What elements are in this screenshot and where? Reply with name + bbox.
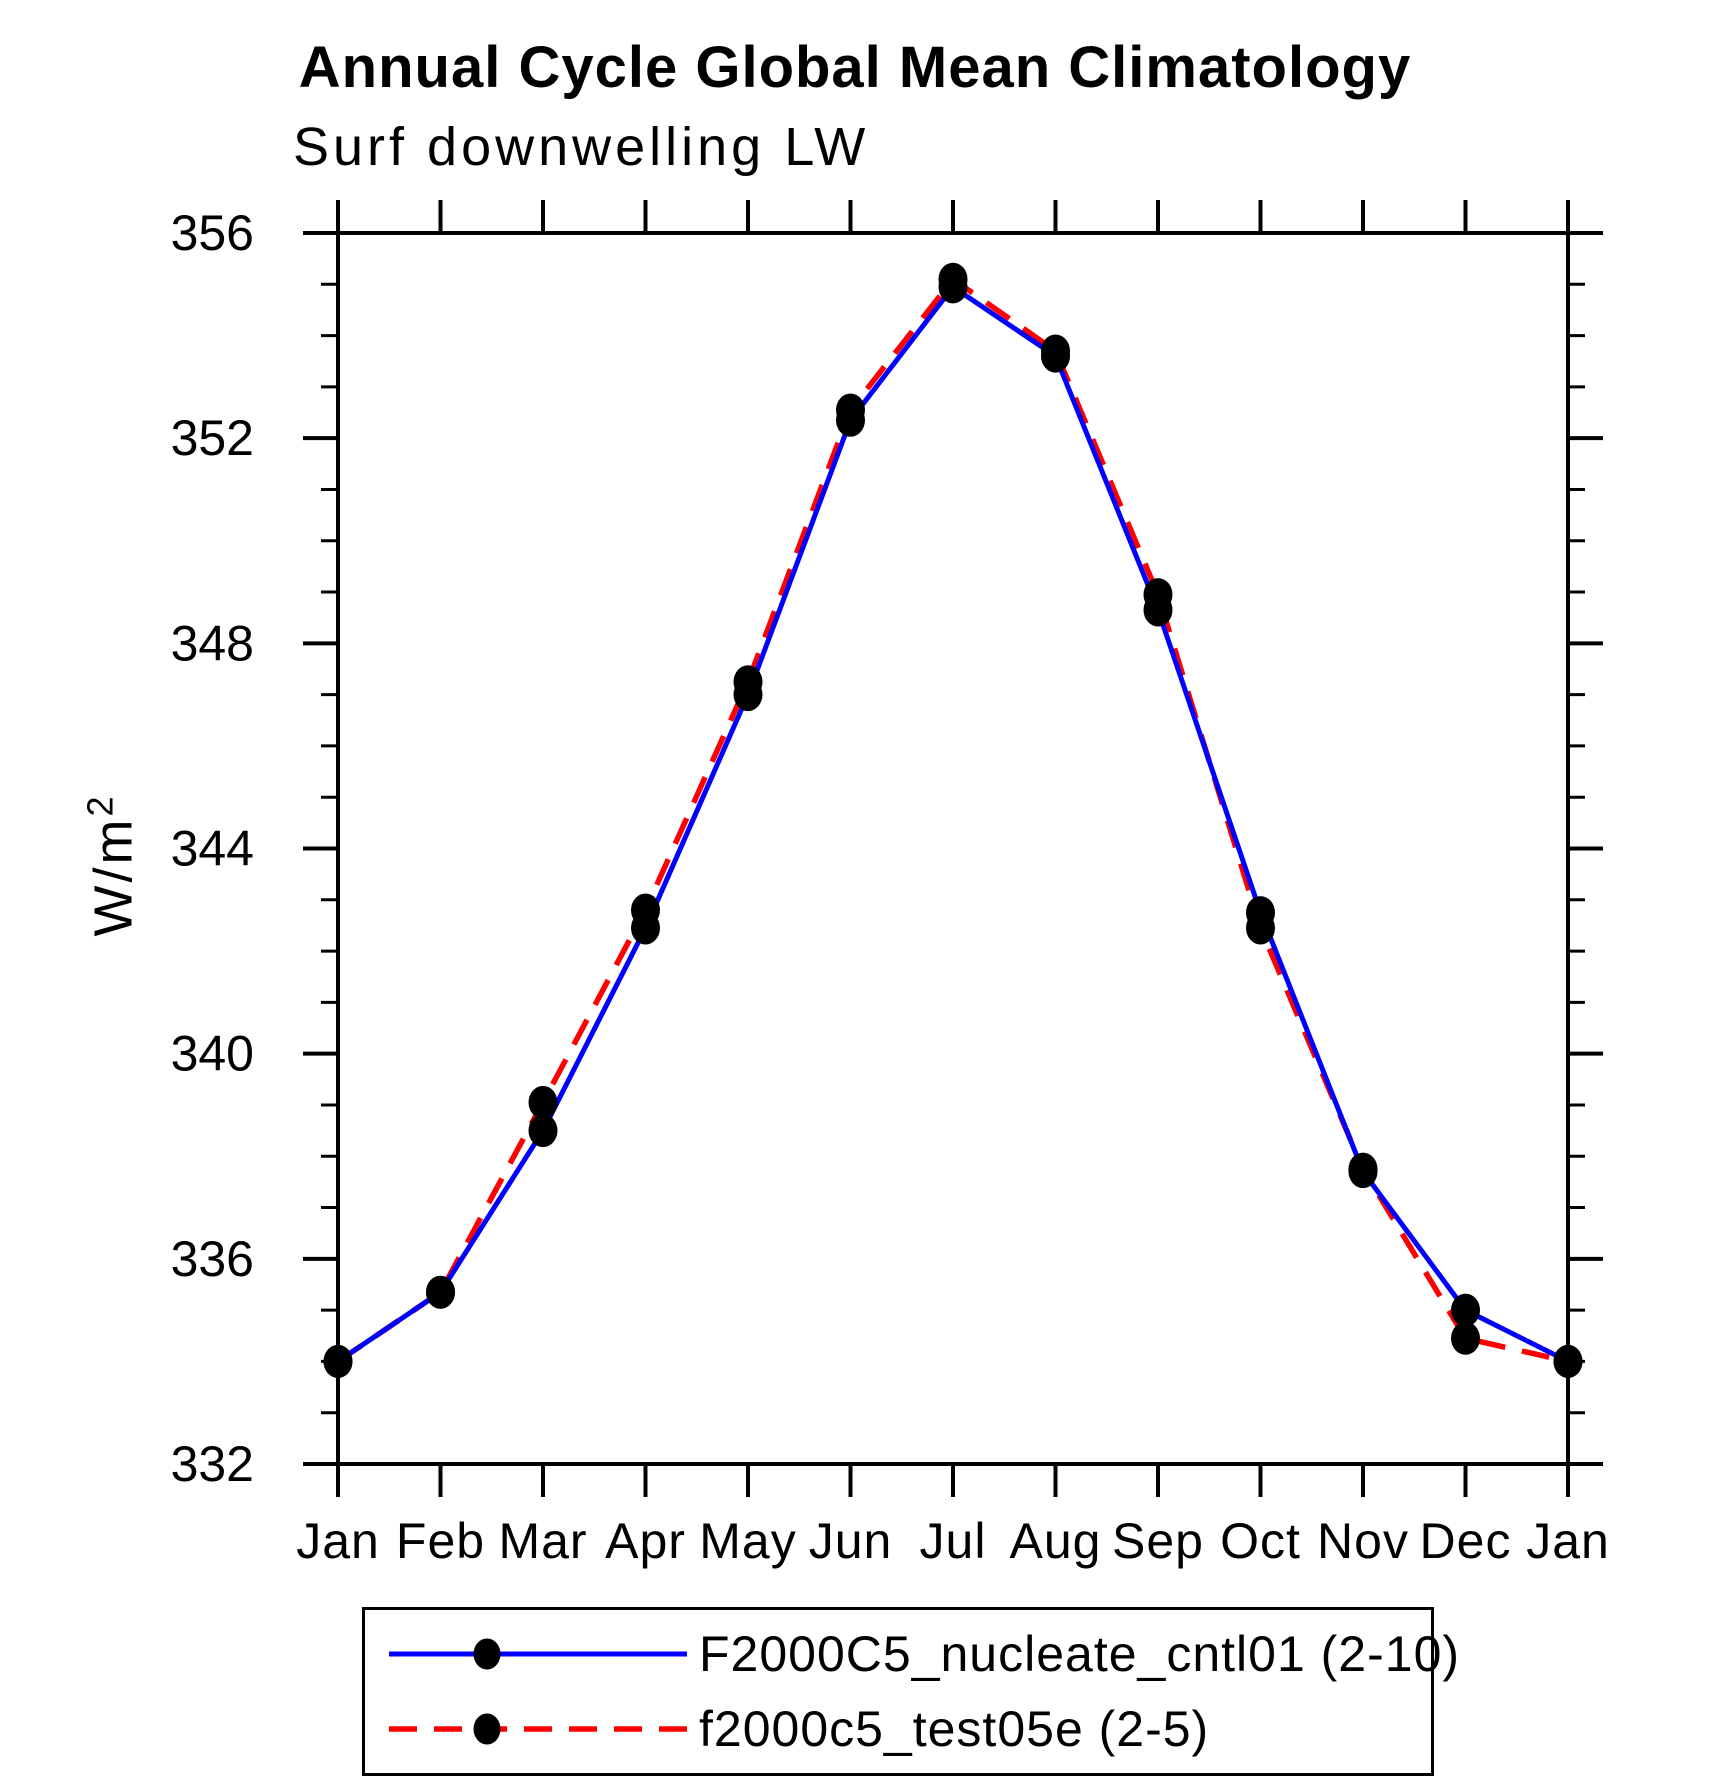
- x-tick-label: Jun: [809, 1513, 893, 1569]
- x-axis-ticks: Jan Feb Mar Apr May Jun Jul Aug Sep Oct Nov Dec Jan: [296, 200, 1610, 1569]
- legend-line-sample-0: [389, 1638, 687, 1670]
- y-axis-ticks: 332 336 340 344 348 352 356: [171, 205, 1603, 1492]
- y-tick-label: 356: [171, 205, 254, 261]
- x-tick-label: May: [699, 1513, 796, 1569]
- legend-marker: [473, 1713, 501, 1745]
- data-point-marker: [1041, 339, 1070, 373]
- x-tick-label: Feb: [396, 1513, 485, 1569]
- series-line-0: [336, 283, 1570, 1364]
- y-tick-label: 332: [171, 1436, 254, 1492]
- chart-title: Annual Cycle Global Mean Climatology: [298, 35, 1412, 100]
- data-point-marker: [836, 403, 865, 437]
- legend-label-0: F2000C5_nucleate_cntl01 (2-10): [699, 1626, 1461, 1682]
- legend-item-0: F2000C5_nucleate_cntl01 (2-10): [387, 1623, 1459, 1685]
- legend-label-1: f2000c5_test05e (2-5): [699, 1701, 1210, 1757]
- x-tick-label: Nov: [1317, 1513, 1409, 1569]
- data-point-marker: [528, 1114, 558, 1148]
- data-point-marker: [323, 1344, 353, 1378]
- legend-box: F2000C5_nucleate_cntl01 (2-10) f2000c5_t…: [362, 1607, 1459, 1776]
- axis-frame: [303, 200, 1603, 1497]
- x-tick-label: Dec: [1420, 1513, 1512, 1569]
- x-tick-label: Aug: [1010, 1513, 1102, 1569]
- data-point-marker: [1553, 1344, 1583, 1378]
- legend-line-sample-1: [389, 1713, 687, 1745]
- y-tick-label: 344: [171, 821, 254, 877]
- data-point-marker: [1348, 1155, 1378, 1189]
- data-point-marker: [733, 678, 763, 712]
- data-point-marker: [1246, 896, 1275, 930]
- legend-marker: [473, 1638, 501, 1670]
- y-tick-label: 336: [171, 1231, 254, 1287]
- data-point-marker: [426, 1275, 455, 1309]
- x-tick-label: Jan: [1526, 1513, 1610, 1569]
- data-point-marker: [528, 1085, 558, 1119]
- y-tick-label: 348: [171, 615, 254, 671]
- x-tick-label: Mar: [498, 1513, 587, 1569]
- x-tick-label: Jul: [920, 1513, 987, 1569]
- x-tick-label: Sep: [1112, 1513, 1204, 1569]
- data-point-marker: [631, 911, 660, 945]
- x-tick-label: Oct: [1220, 1513, 1301, 1569]
- data-point-marker: [1451, 1321, 1480, 1355]
- data-point-marker: [1451, 1293, 1480, 1327]
- data-point-marker: [938, 270, 968, 304]
- y-tick-label: 340: [171, 1026, 254, 1082]
- data-point-marker: [1143, 593, 1173, 627]
- chart-subtitle: Surf downwelling LW: [293, 117, 870, 177]
- x-tick-label: Jan: [296, 1513, 380, 1569]
- y-tick-label: 352: [171, 410, 254, 466]
- series-markers-0: [323, 270, 1583, 1378]
- legend-item-1: f2000c5_test05e (2-5): [387, 1698, 1431, 1760]
- x-tick-label: Apr: [605, 1513, 686, 1569]
